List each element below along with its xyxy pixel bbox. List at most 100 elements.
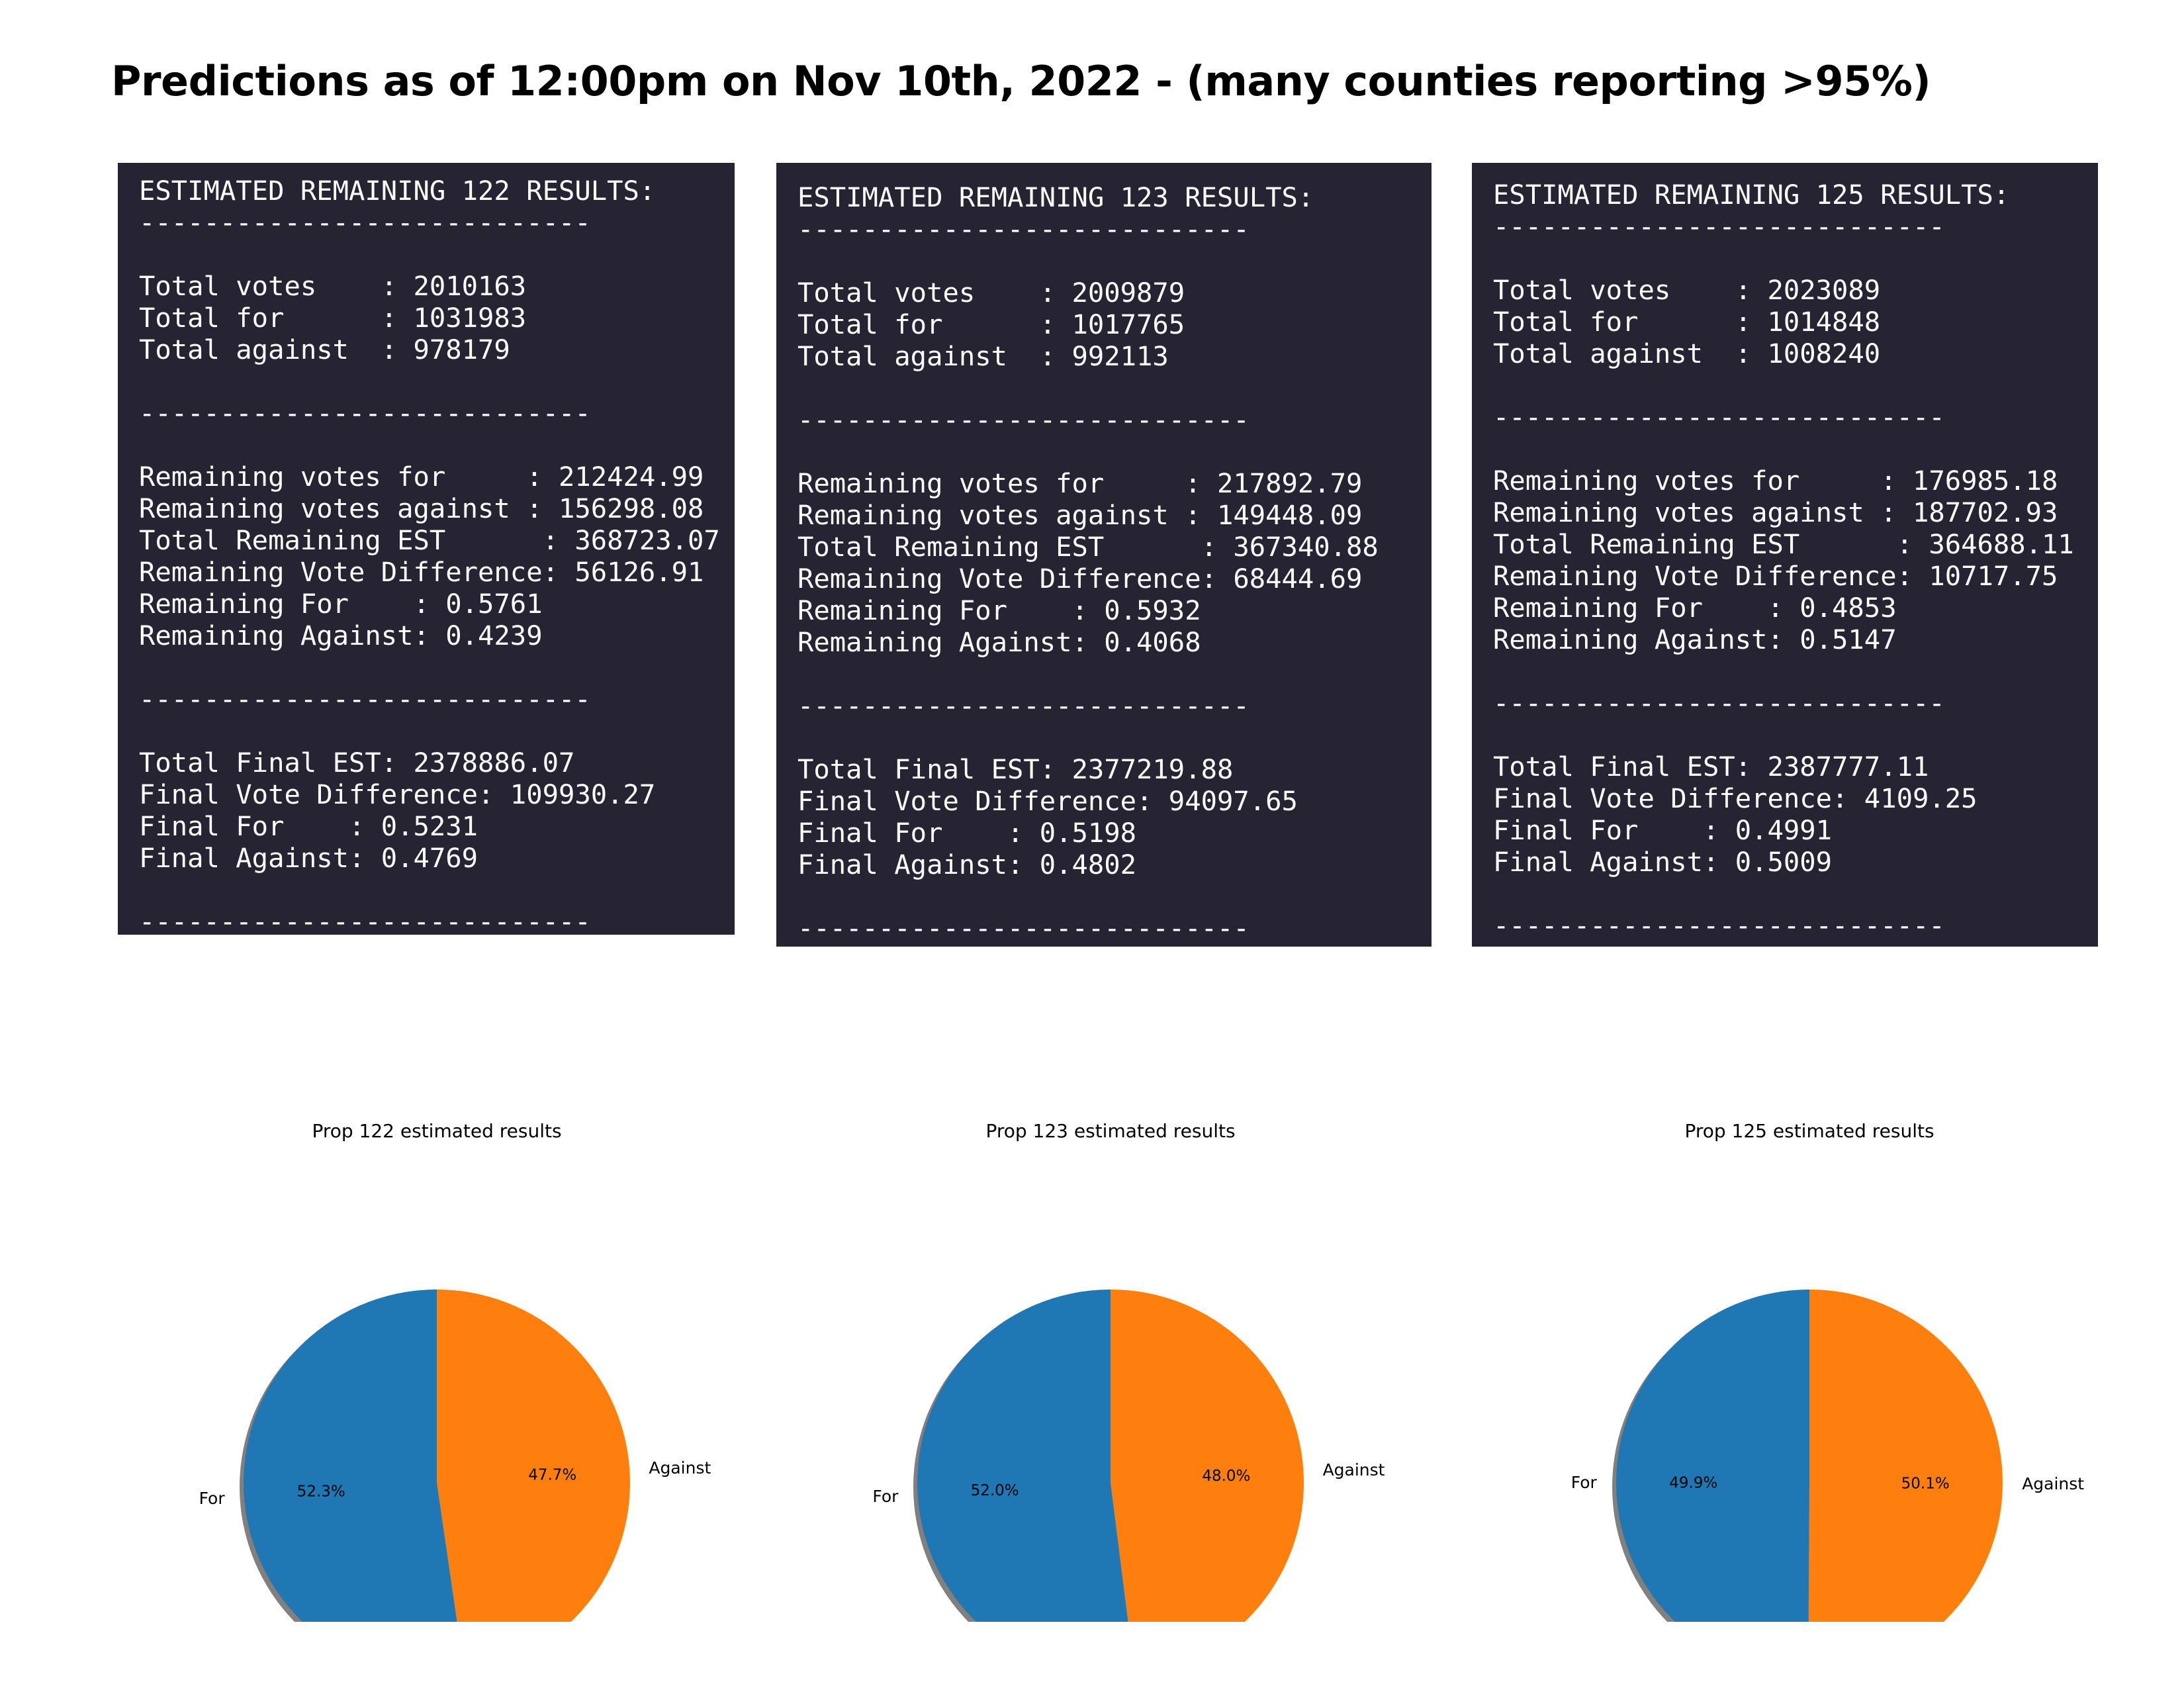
prop-122-pie-chart: Prop 122 estimated results For 52.3% Agains… bbox=[73, 1119, 801, 1622]
page-title: Predictions as of 12:00pm on Nov 10th, 2… bbox=[111, 57, 1931, 105]
prop-125-pie-chart: Prop 125 estimated results For 49.9% Agains… bbox=[1445, 1119, 2173, 1622]
terminal-line: Remaining votes for : 176985.18 bbox=[1493, 465, 2058, 496]
pie-percent-label: 48.0% bbox=[1202, 1468, 1250, 1485]
terminal-line: Remaining Vote Difference: 56126.91 bbox=[139, 556, 704, 588]
pie-slice-for bbox=[244, 1289, 457, 1622]
terminal-line: ---------------------------- bbox=[139, 683, 591, 715]
terminal-line: Remaining For : 0.4853 bbox=[1493, 592, 1897, 624]
terminal-line: Remaining votes for : 212424.99 bbox=[139, 461, 704, 492]
pie-category-label: For bbox=[1571, 1473, 1598, 1492]
pie-category-label: For bbox=[199, 1489, 226, 1508]
prop-125-results-panel: ESTIMATED REMAINING 125 RESULTS: --------… bbox=[1472, 163, 2098, 947]
terminal-line bbox=[797, 880, 1432, 912]
terminal-line: Remaining For : 0.5761 bbox=[139, 588, 543, 620]
terminal-line: Final For : 0.5198 bbox=[797, 817, 1137, 849]
terminal-line bbox=[139, 715, 735, 747]
terminal-line bbox=[1493, 369, 2098, 401]
terminal-line: Final Against: 0.4802 bbox=[797, 849, 1137, 880]
prop-123-results-panel: ESTIMATED REMAINING 123 RESULTS: --------… bbox=[776, 163, 1432, 947]
terminal-line: ---------------------------- bbox=[797, 213, 1250, 245]
chart-title: Prop 122 estimated results bbox=[312, 1120, 561, 1142]
terminal-line: Total Remaining EST : 368723.07 bbox=[139, 524, 720, 556]
terminal-line bbox=[139, 365, 735, 397]
pie-percent-label: 49.9% bbox=[1669, 1474, 1717, 1491]
terminal-line: Remaining votes for : 217892.79 bbox=[797, 467, 1363, 499]
pie-category-label: Against bbox=[649, 1458, 711, 1477]
terminal-line: Total Final EST: 2377219.88 bbox=[797, 753, 1234, 785]
terminal-line: Total for : 1031983 bbox=[139, 302, 527, 334]
pie-category-label: Against bbox=[2022, 1474, 2084, 1493]
terminal-line bbox=[1493, 719, 2098, 751]
terminal-line: Final Vote Difference: 4109.25 bbox=[1493, 782, 1978, 814]
terminal-line: ---------------------------- bbox=[1493, 910, 1945, 941]
terminal-line: Remaining Vote Difference: 10717.75 bbox=[1493, 560, 2058, 592]
terminal-line bbox=[797, 722, 1432, 753]
terminal-line: Total against : 978179 bbox=[139, 334, 510, 365]
terminal-line: ESTIMATED REMAINING 122 RESULTS: bbox=[139, 175, 656, 207]
pie-slice-for bbox=[1616, 1289, 1809, 1622]
pie-slice-against bbox=[1808, 1289, 2003, 1622]
terminal-line: ---------------------------- bbox=[797, 404, 1250, 436]
pie-percent-label: 52.3% bbox=[297, 1483, 345, 1501]
terminal-line bbox=[1493, 878, 2098, 910]
terminal-line: ESTIMATED REMAINING 125 RESULTS: bbox=[1493, 179, 2010, 211]
terminal-line: Remaining Against: 0.5147 bbox=[1493, 624, 1897, 655]
terminal-line: Remaining votes against : 149448.09 bbox=[797, 499, 1363, 531]
terminal-line: ---------------------------- bbox=[139, 906, 591, 935]
pie-slice-against bbox=[1111, 1289, 1304, 1622]
terminal-line: Remaining For : 0.5932 bbox=[797, 594, 1201, 626]
pie-category-label: For bbox=[872, 1487, 899, 1506]
terminal-line bbox=[139, 651, 735, 683]
terminal-line bbox=[139, 874, 735, 906]
terminal-line: Final For : 0.4991 bbox=[1493, 814, 1833, 846]
terminal-line: Total Remaining EST : 364688.11 bbox=[1493, 528, 2074, 560]
terminal-line: Remaining Against: 0.4239 bbox=[139, 620, 543, 651]
terminal-line: ---------------------------- bbox=[1493, 211, 1945, 242]
pie-slice-against bbox=[437, 1289, 630, 1622]
terminal-line bbox=[797, 245, 1432, 277]
terminal-line bbox=[797, 436, 1432, 467]
terminal-line bbox=[1493, 433, 2098, 465]
terminal-line bbox=[139, 238, 735, 270]
terminal-line: Total votes : 2010163 bbox=[139, 270, 527, 302]
terminal-line: Total against : 992113 bbox=[797, 340, 1169, 372]
terminal-line: Final Vote Difference: 109930.27 bbox=[139, 778, 656, 810]
terminal-line: ---------------------------- bbox=[797, 912, 1250, 944]
terminal-line: ---------------------------- bbox=[797, 690, 1250, 722]
terminal-line: Total votes : 2009879 bbox=[797, 277, 1185, 308]
prop-123-pie-chart: Prop 123 estimated results For 52.0% Agains… bbox=[747, 1119, 1475, 1622]
prop-122-results-panel: ESTIMATED REMAINING 122 RESULTS: --------… bbox=[118, 163, 735, 935]
terminal-line: Total Final EST: 2378886.07 bbox=[139, 747, 575, 778]
chart-title: Prop 125 estimated results bbox=[1684, 1120, 1934, 1142]
terminal-line: Total Final EST: 2387777.11 bbox=[1493, 751, 1929, 782]
terminal-line: ---------------------------- bbox=[1493, 401, 1945, 433]
terminal-line: Final Vote Difference: 94097.65 bbox=[797, 785, 1298, 817]
terminal-line bbox=[1493, 242, 2098, 274]
terminal-line: ESTIMATED REMAINING 123 RESULTS: bbox=[797, 181, 1314, 213]
pie-percent-label: 50.1% bbox=[1901, 1476, 1950, 1493]
terminal-line bbox=[1493, 655, 2098, 687]
terminal-line bbox=[139, 429, 735, 461]
pie-slice-for bbox=[917, 1289, 1128, 1622]
terminal-line bbox=[797, 658, 1432, 690]
terminal-line: Final Against: 0.5009 bbox=[1493, 846, 1833, 878]
terminal-line: Remaining votes against : 187702.93 bbox=[1493, 496, 2058, 528]
terminal-line: Total votes : 2023089 bbox=[1493, 274, 1881, 306]
terminal-line: Final Against: 0.4769 bbox=[139, 842, 478, 874]
terminal-line: Remaining Vote Difference: 68444.69 bbox=[797, 563, 1363, 594]
chart-title: Prop 123 estimated results bbox=[985, 1120, 1235, 1142]
terminal-line: ---------------------------- bbox=[139, 207, 591, 238]
terminal-line: Remaining votes against : 156298.08 bbox=[139, 492, 704, 524]
terminal-line: Final For : 0.5231 bbox=[139, 810, 478, 842]
terminal-line: Remaining Against: 0.4068 bbox=[797, 626, 1201, 658]
pie-percent-label: 52.0% bbox=[971, 1482, 1019, 1499]
pie-category-label: Against bbox=[1323, 1460, 1385, 1479]
terminal-line: ---------------------------- bbox=[139, 397, 591, 429]
terminal-line: ---------------------------- bbox=[1493, 687, 1945, 719]
terminal-line: Total for : 1014848 bbox=[1493, 306, 1881, 338]
terminal-line bbox=[797, 372, 1432, 404]
pie-percent-label: 47.7% bbox=[528, 1466, 576, 1483]
terminal-line: Total Remaining EST : 367340.88 bbox=[797, 531, 1379, 563]
terminal-line: Total against : 1008240 bbox=[1493, 338, 1881, 369]
terminal-line: Total for : 1017765 bbox=[797, 308, 1185, 340]
